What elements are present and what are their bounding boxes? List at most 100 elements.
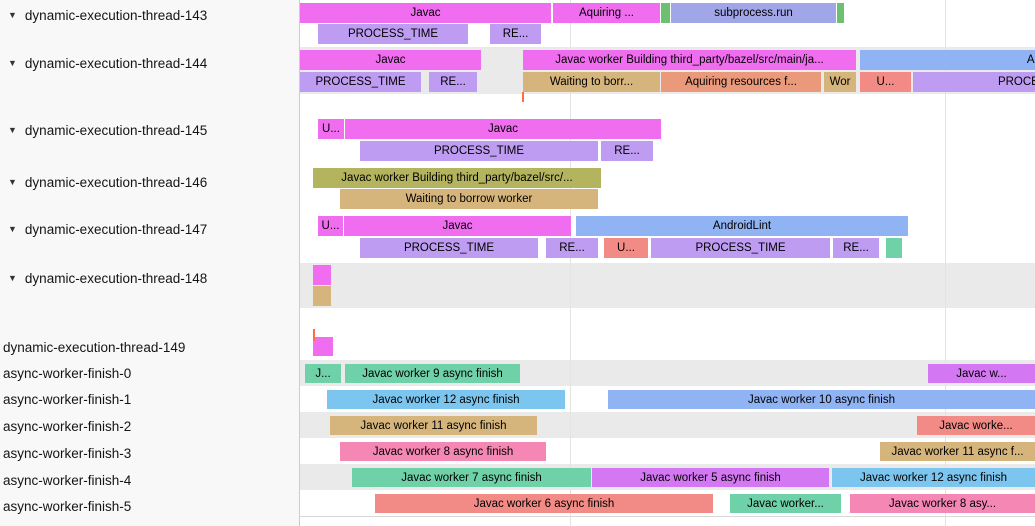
trace-event-bar[interactable]: U... bbox=[318, 119, 344, 139]
collapse-triangle-icon[interactable]: ▼ bbox=[8, 10, 17, 20]
trace-event-bar[interactable]: U... bbox=[604, 238, 648, 258]
trace-event-bar[interactable]: Javac bbox=[344, 216, 571, 236]
trace-event-bar[interactable]: PROCESS_TIME bbox=[913, 72, 1035, 92]
trace-event-bar[interactable]: RE... bbox=[429, 72, 477, 92]
track-name: async-worker-finish-0 bbox=[3, 365, 132, 381]
trace-event-bar[interactable]: PROCESS_TIME bbox=[300, 72, 421, 92]
trace-event-bar[interactable]: Javac bbox=[300, 50, 481, 70]
trace-lane bbox=[300, 286, 1035, 306]
bottom-separator-line bbox=[300, 516, 1035, 517]
trace-event-bar[interactable]: Waiting to borrow worker bbox=[340, 189, 598, 209]
trace-event-bar[interactable]: Javac worker 11 async finish bbox=[330, 416, 537, 435]
trace-lane: Javac worker 11 async finish Javac worke.… bbox=[300, 416, 1035, 435]
trace-event-bar[interactable]: Javac worker 9 async finish bbox=[345, 364, 520, 383]
track-name: async-worker-finish-5 bbox=[3, 498, 132, 514]
trace-event-bar[interactable]: Javac worke... bbox=[917, 416, 1035, 435]
trace-lane: Javac worker 6 async finish Javac worker.… bbox=[300, 494, 1035, 513]
track-label-row: async-worker-finish-0 bbox=[0, 364, 299, 382]
trace-event-bar[interactable]: Aquiring resources f... bbox=[661, 72, 821, 92]
trace-lane: U... Javac AndroidLint bbox=[300, 216, 1035, 236]
timeline-canvas[interactable]: Javac Aquiring ... subprocess.run PROCESS_T… bbox=[300, 0, 1035, 526]
trace-event-bar[interactable]: Aquiring ... bbox=[553, 3, 660, 23]
collapse-triangle-icon[interactable]: ▼ bbox=[8, 58, 17, 68]
trace-lane bbox=[300, 265, 1035, 285]
trace-event-bar[interactable]: subprocess.run bbox=[671, 3, 836, 23]
trace-event-bar[interactable]: Javac worker 8 asy... bbox=[850, 494, 1035, 513]
track-name: dynamic-execution-thread-149 bbox=[3, 339, 186, 355]
trace-lane: J... Javac worker 9 async finish Javac w..… bbox=[300, 364, 1035, 383]
trace-event-bar[interactable]: RE... bbox=[490, 24, 541, 44]
trace-lane: Javac worker 12 async finish Javac worker… bbox=[300, 390, 1035, 409]
trace-event-bar[interactable] bbox=[313, 265, 331, 285]
trace-event-bar[interactable]: Javac w... bbox=[928, 364, 1035, 383]
trace-event-bar[interactable]: Javac worker 7 async finish bbox=[352, 468, 591, 487]
collapse-triangle-icon[interactable]: ▼ bbox=[8, 224, 17, 234]
trace-event-bar[interactable] bbox=[313, 337, 333, 356]
trace-event-bar[interactable] bbox=[886, 238, 902, 258]
trace-event-bar[interactable]: U... bbox=[318, 216, 343, 236]
track-label-row[interactable]: ▼ dynamic-execution-thread-143 bbox=[0, 6, 299, 24]
track-name: dynamic-execution-thread-145 bbox=[24, 122, 208, 138]
trace-event-bar[interactable]: Wor bbox=[824, 72, 856, 92]
track-name: async-worker-finish-1 bbox=[3, 391, 132, 407]
trace-event-bar[interactable]: PROCESS_TIME bbox=[651, 238, 830, 258]
trace-event-bar[interactable]: Waiting to borr... bbox=[523, 72, 660, 92]
trace-event-bar[interactable]: J... bbox=[305, 364, 341, 383]
trace-event-bar[interactable]: AndroidLint bbox=[860, 50, 1035, 70]
trace-event-bar[interactable]: AndroidLint bbox=[576, 216, 908, 236]
track-name: dynamic-execution-thread-146 bbox=[24, 174, 208, 190]
track-label-row[interactable]: ▼ dynamic-execution-thread-148 bbox=[0, 269, 299, 287]
track-name: dynamic-execution-thread-148 bbox=[24, 270, 208, 286]
track-label-row: async-worker-finish-4 bbox=[0, 471, 299, 489]
trace-event-bar[interactable]: PROCESS_TIME bbox=[318, 24, 468, 44]
trace-event-bar[interactable]: Javac bbox=[345, 119, 661, 139]
collapse-triangle-icon[interactable]: ▼ bbox=[8, 177, 17, 187]
track-label-row: async-worker-finish-5 bbox=[0, 497, 299, 515]
counter-tick bbox=[522, 92, 524, 102]
trace-lane: Waiting to borrow worker bbox=[300, 189, 1035, 209]
trace-event-bar[interactable]: U... bbox=[860, 72, 911, 92]
trace-lane: Javac worker Building third_party/bazel/… bbox=[300, 168, 1035, 188]
track-name: async-worker-finish-4 bbox=[3, 472, 132, 488]
trace-event-bar[interactable]: Javac worker Building third_party/bazel/… bbox=[523, 50, 856, 70]
trace-event-bar[interactable]: PROCESS_TIME bbox=[360, 141, 598, 161]
trace-event-bar[interactable]: Javac worker 10 async finish bbox=[608, 390, 1035, 409]
track-label-row[interactable]: ▼ dynamic-execution-thread-144 bbox=[0, 54, 299, 72]
trace-lane: PROCESS_TIME RE... Waiting to borr... Aquir… bbox=[300, 72, 1035, 92]
track-name: async-worker-finish-3 bbox=[3, 445, 132, 461]
track-label-row: async-worker-finish-2 bbox=[0, 417, 299, 435]
trace-lane: PROCESS_TIME RE... bbox=[300, 141, 1035, 161]
trace-event-bar[interactable]: RE... bbox=[601, 141, 653, 161]
counter-tick bbox=[313, 329, 315, 341]
trace-event-bar[interactable]: PROCESS_TIME bbox=[360, 238, 538, 258]
trace-event-bar[interactable]: Javac worker 6 async finish bbox=[375, 494, 713, 513]
track-label-row[interactable]: ▼ dynamic-execution-thread-146 bbox=[0, 173, 299, 191]
trace-event-bar[interactable]: Javac worker... bbox=[730, 494, 841, 513]
track-label-row: async-worker-finish-3 bbox=[0, 444, 299, 462]
collapse-triangle-icon[interactable]: ▼ bbox=[8, 273, 17, 283]
trace-event-bar[interactable]: Javac bbox=[300, 3, 551, 23]
trace-event-bar[interactable]: Javac worker 12 async finish bbox=[327, 390, 565, 409]
trace-event-bar[interactable]: Javac worker 11 async f... bbox=[880, 442, 1035, 461]
track-name: dynamic-execution-thread-144 bbox=[24, 55, 208, 71]
collapse-triangle-icon[interactable]: ▼ bbox=[8, 125, 17, 135]
trace-lane bbox=[300, 337, 1035, 356]
trace-event-bar[interactable]: Javac worker Building third_party/bazel/… bbox=[313, 168, 601, 188]
track-shaded-band bbox=[300, 263, 1035, 308]
trace-event-bar[interactable]: Javac worker 5 async finish bbox=[592, 468, 829, 487]
trace-event-bar[interactable] bbox=[661, 3, 670, 23]
trace-event-bar[interactable] bbox=[313, 286, 331, 306]
trace-event-bar[interactable]: Javac worker 12 async finish bbox=[832, 468, 1035, 487]
trace-event-bar[interactable]: Javac worker 8 async finish bbox=[340, 442, 546, 461]
track-label-row: dynamic-execution-thread-149 bbox=[0, 338, 299, 356]
trace-event-bar[interactable]: RE... bbox=[546, 238, 598, 258]
trace-lane: U... Javac bbox=[300, 119, 1035, 139]
trace-event-bar[interactable] bbox=[837, 3, 844, 23]
track-label-row[interactable]: ▼ dynamic-execution-thread-147 bbox=[0, 220, 299, 238]
trace-event-bar[interactable]: RE... bbox=[833, 238, 879, 258]
track-label-row[interactable]: ▼ dynamic-execution-thread-145 bbox=[0, 121, 299, 139]
track-name: async-worker-finish-2 bbox=[3, 418, 132, 434]
trace-lane: Javac worker 7 async finish Javac worker … bbox=[300, 468, 1035, 487]
trace-lane: PROCESS_TIME RE... U... PROCESS_TIME RE... bbox=[300, 238, 1035, 258]
